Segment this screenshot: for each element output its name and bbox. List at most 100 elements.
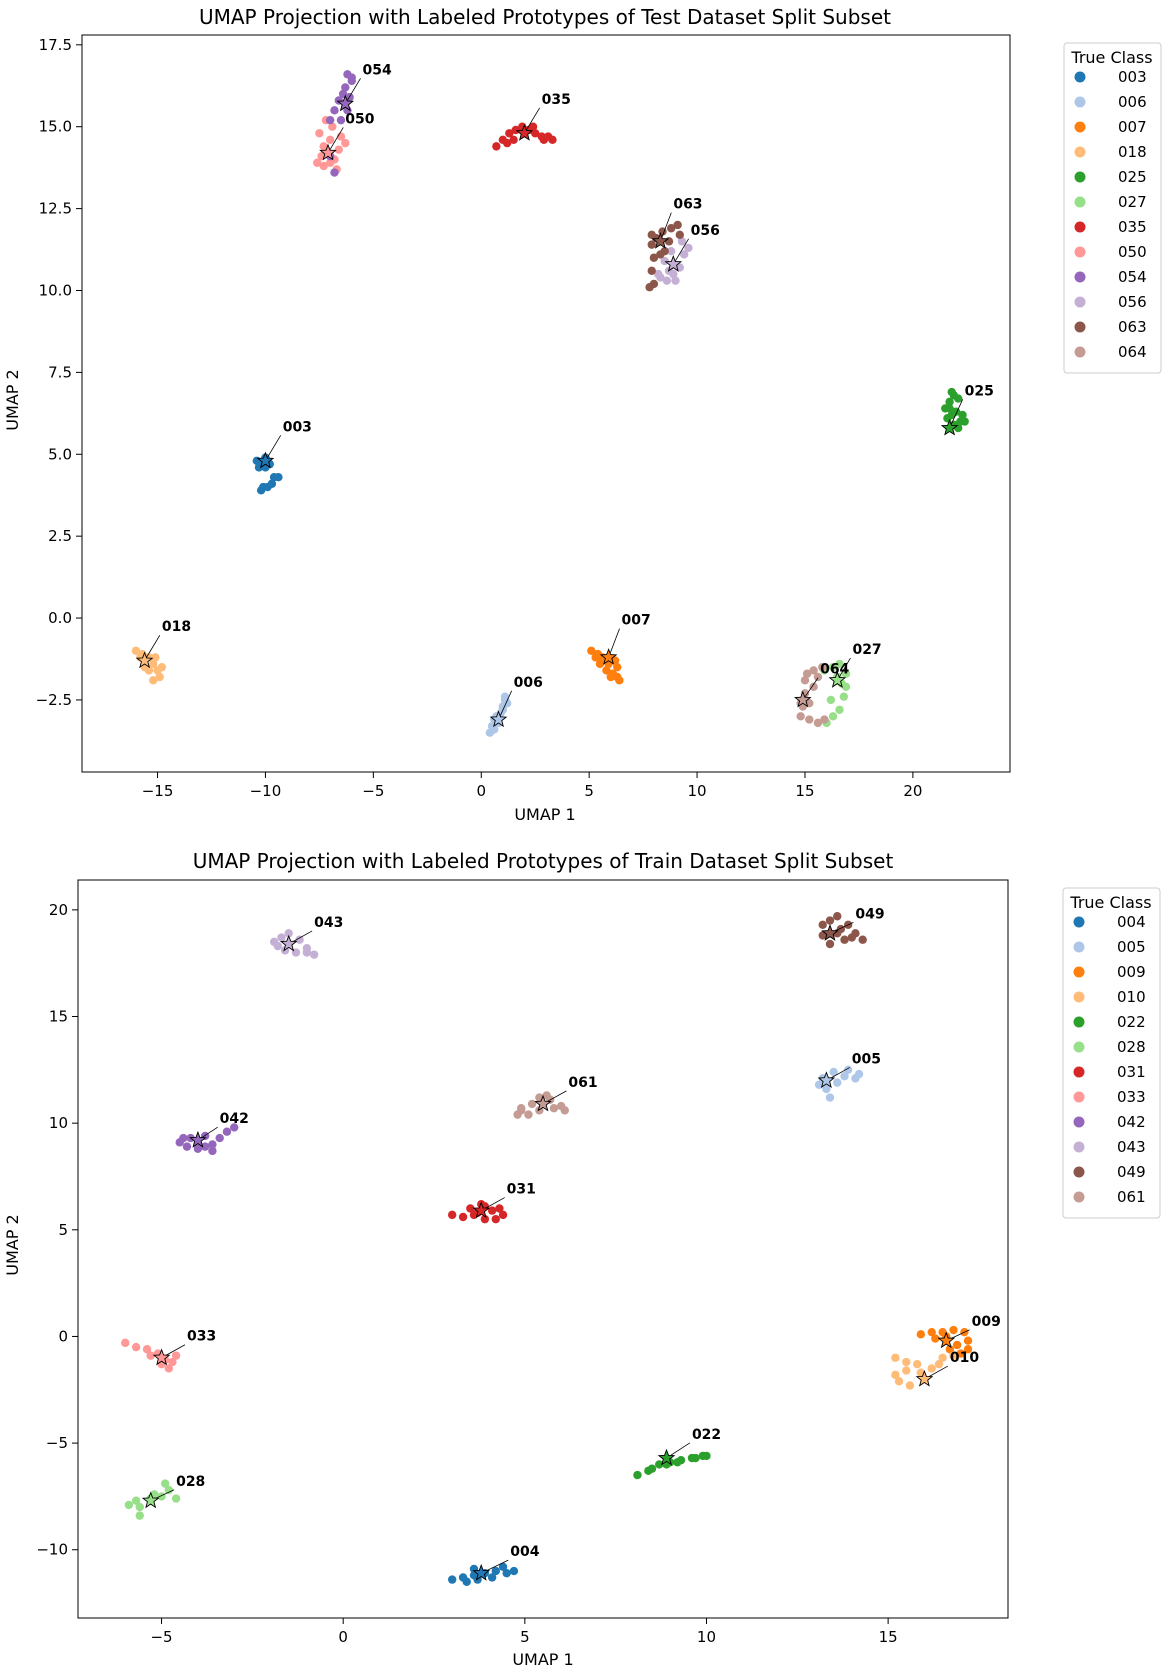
data-point: [164, 1364, 174, 1373]
data-point: [149, 676, 158, 685]
prototype-star: [256, 451, 275, 469]
y-tick-label: 15.0: [39, 118, 72, 136]
data-point: [347, 73, 356, 82]
plot-area: [77, 879, 1009, 1619]
data-point: [647, 230, 656, 240]
prototype-label: 061: [568, 1075, 597, 1091]
data-point: [820, 715, 829, 724]
data-point: [960, 417, 969, 426]
data-point: [802, 669, 812, 678]
prototype-label: 054: [363, 62, 392, 78]
data-point: [662, 276, 672, 285]
data-point: [131, 646, 141, 656]
legend-box: [1063, 42, 1162, 374]
data-point: [809, 682, 818, 692]
y-tick-label: 0: [58, 1327, 68, 1345]
data-point: [155, 672, 164, 682]
legend-marker: [1073, 916, 1085, 928]
prototype-star: [651, 232, 670, 249]
data-point: [509, 1566, 519, 1576]
legend-marker: [1074, 146, 1086, 158]
legend-label: 064: [1118, 343, 1147, 361]
data-point: [954, 394, 963, 403]
data-point: [487, 1573, 497, 1582]
data-point: [524, 1110, 533, 1119]
data-point: [462, 1577, 471, 1586]
data-point: [447, 1210, 457, 1220]
legend-label: 031: [1117, 1063, 1146, 1081]
prototype-star: [489, 710, 508, 728]
data-point: [509, 135, 518, 145]
x-axis-ticks: −5 0 5 10 15: [150, 1618, 898, 1646]
legend: True Class 004 005 009 010 022 028 031 033 042 04…: [1062, 887, 1161, 1219]
x-tick-label: −15: [142, 782, 174, 800]
y-tick-label: 17.5: [39, 36, 72, 54]
prototype-label: 018: [162, 619, 191, 635]
data-point: [833, 912, 842, 921]
data-point: [502, 138, 512, 148]
data-point: [491, 1214, 500, 1224]
prototype-label: 050: [345, 111, 374, 127]
data-point: [847, 933, 856, 942]
prototype-star: [336, 94, 355, 112]
prototype-label: 031: [507, 1182, 536, 1198]
prototype-star: [135, 651, 154, 669]
data-point: [916, 1330, 926, 1339]
data-point: [818, 920, 827, 929]
prototype-pointer: [660, 212, 672, 242]
data-point: [809, 666, 818, 675]
data-point: [826, 695, 836, 705]
data-point: [833, 1078, 842, 1087]
prototype-pointer: [344, 78, 361, 104]
y-axis-ticks: −10 −5 0 5 10 15 20: [36, 901, 78, 1559]
prototype-star: [915, 1369, 934, 1387]
y-tick-label: 10.0: [39, 281, 72, 299]
data-point: [633, 1470, 642, 1480]
data-point: [330, 106, 339, 115]
data-point: [818, 662, 827, 672]
data-point: [952, 1340, 962, 1350]
data-point: [256, 486, 266, 495]
prototype-star: [599, 648, 618, 665]
data-point: [319, 142, 328, 151]
data-point: [854, 1069, 864, 1079]
y-axis-label: UMAP 2: [3, 369, 22, 430]
legend-marker: [1073, 1116, 1085, 1128]
data-point: [179, 1133, 188, 1143]
data-point: [905, 1381, 915, 1390]
legend-marker: [1074, 96, 1086, 108]
prototype-pointer: [802, 677, 819, 701]
data-point: [548, 135, 557, 145]
data-point: [447, 1575, 457, 1584]
data-point: [912, 1359, 922, 1369]
data-point: [825, 916, 835, 925]
prototype-label: 003: [283, 419, 312, 435]
legend-marker: [1074, 271, 1086, 283]
x-tick-label: 15: [879, 1628, 898, 1646]
plot-area: [81, 34, 1011, 773]
data-point: [313, 158, 322, 167]
data-point: [593, 649, 602, 659]
y-axis-label: UMAP 2: [3, 1214, 22, 1275]
chart-title: UMAP Projection with Labeled Prototypes …: [193, 849, 894, 873]
data-point: [654, 269, 663, 279]
data-point: [675, 230, 685, 240]
legend-marker: [1073, 1066, 1085, 1078]
data-point: [891, 1353, 900, 1362]
y-tick-label: 20: [49, 901, 68, 919]
prototype-label: 056: [691, 223, 720, 239]
data-point: [267, 479, 277, 488]
prototype-pointer: [144, 634, 161, 661]
data-point: [963, 1336, 973, 1345]
prototype-star: [657, 1448, 676, 1466]
scatter-points: [121, 912, 973, 1586]
prototype-pointer: [265, 435, 282, 462]
legend-label: 054: [1118, 268, 1147, 286]
legend-label: 056: [1118, 293, 1147, 311]
data-point: [171, 1494, 181, 1503]
y-tick-label: 5.0: [48, 445, 72, 463]
data-point: [835, 705, 844, 714]
data-point: [945, 1345, 955, 1354]
x-tick-label: −5: [150, 1628, 172, 1646]
data-point: [149, 659, 158, 669]
